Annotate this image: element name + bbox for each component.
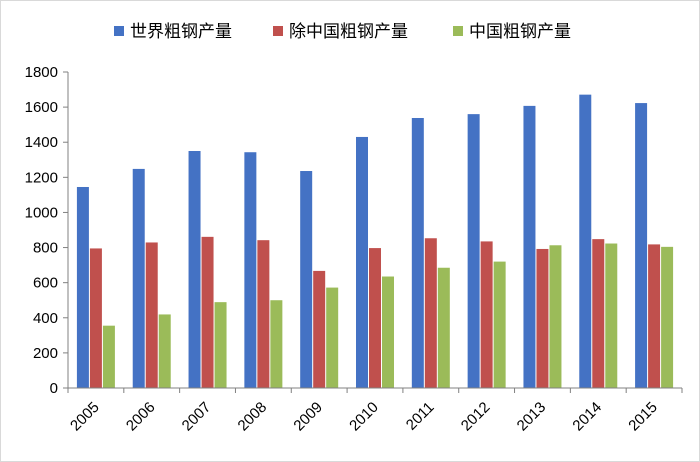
y-axis: 0 200 400 600 800 1000 1200 1400 1600 1800 <box>25 64 69 397</box>
x-tick-label: 2010 <box>346 399 382 435</box>
legend-label: 除中国粗钢产量 <box>289 22 408 42</box>
legend-swatch <box>273 26 283 36</box>
bar-2007-series-2 <box>214 302 227 388</box>
x-tick-label: 2008 <box>235 399 271 435</box>
bar-2011-series-0 <box>411 117 424 389</box>
bar-2006-series-1 <box>145 242 158 388</box>
y-tick-label: 0 <box>50 380 58 397</box>
bar-2008-series-0 <box>244 152 257 388</box>
legend-label: 中国粗钢产量 <box>469 22 571 42</box>
bar-2012-series-0 <box>467 114 480 388</box>
bar-2008-series-1 <box>257 240 270 388</box>
x-axis: 2005 2006 2007 2008 2009 2010 2011 2012 2013 2014… <box>67 387 683 435</box>
bar-2005-series-1 <box>89 248 102 388</box>
legend-swatch <box>114 26 124 36</box>
x-tick-label: 2005 <box>67 399 103 435</box>
bar-2007-series-1 <box>201 236 214 388</box>
bar-2009-series-0 <box>300 171 313 388</box>
bar-2008-series-2 <box>270 300 283 388</box>
y-tick-label: 1400 <box>25 134 58 151</box>
legend-label: 世界粗钢产量 <box>130 22 232 42</box>
bar-2009-series-2 <box>326 287 339 388</box>
x-tick-label: 2014 <box>569 399 605 435</box>
y-tick-label: 800 <box>33 240 58 257</box>
legend-swatch <box>453 26 463 36</box>
y-tick-label: 1600 <box>25 99 58 116</box>
bar-2005-series-0 <box>76 186 89 388</box>
x-tick-label: 2009 <box>290 399 326 435</box>
x-tick-label: 2007 <box>179 399 215 435</box>
x-tick-label: 2012 <box>458 399 494 435</box>
bar-2010-series-1 <box>369 248 381 388</box>
bar-2006-series-2 <box>158 314 171 388</box>
bar-2015-series-1 <box>648 244 661 388</box>
bar-2013-series-1 <box>536 248 549 388</box>
bar-2015-series-2 <box>661 246 674 388</box>
x-tick-label: 2013 <box>514 399 550 435</box>
bar-2014-series-1 <box>592 239 605 388</box>
bar-2013-series-0 <box>523 105 536 388</box>
bar-2005-series-2 <box>102 325 115 388</box>
y-tick-label: 200 <box>33 345 58 362</box>
bar-2014-series-2 <box>605 243 618 388</box>
bar-2010-series-0 <box>356 136 368 388</box>
y-tick-label: 1200 <box>25 169 58 186</box>
bar-2012-series-2 <box>493 261 506 388</box>
bar-2007-series-0 <box>188 151 201 388</box>
bar-2014-series-0 <box>579 94 592 388</box>
legend: 世界粗钢产量 除中国粗钢产量 中国粗钢产量 <box>114 22 571 42</box>
bar-2006-series-0 <box>132 168 145 388</box>
x-tick-label: 2006 <box>123 399 159 435</box>
bar-2015-series-0 <box>635 103 648 388</box>
y-tick-label: 400 <box>33 310 58 327</box>
y-tick-label: 1000 <box>25 204 58 221</box>
y-tick-label: 600 <box>33 275 58 292</box>
bars <box>76 94 674 389</box>
bar-2012-series-1 <box>480 241 493 388</box>
x-tick-label: 2011 <box>403 399 438 434</box>
bar-2009-series-1 <box>313 270 326 388</box>
bar-2010-series-2 <box>382 276 394 388</box>
bar-2011-series-1 <box>424 238 437 388</box>
bar-2011-series-2 <box>437 267 450 388</box>
y-tick-label: 1800 <box>25 64 58 81</box>
bar-2013-series-2 <box>549 245 562 388</box>
x-tick-label: 2015 <box>625 399 661 435</box>
